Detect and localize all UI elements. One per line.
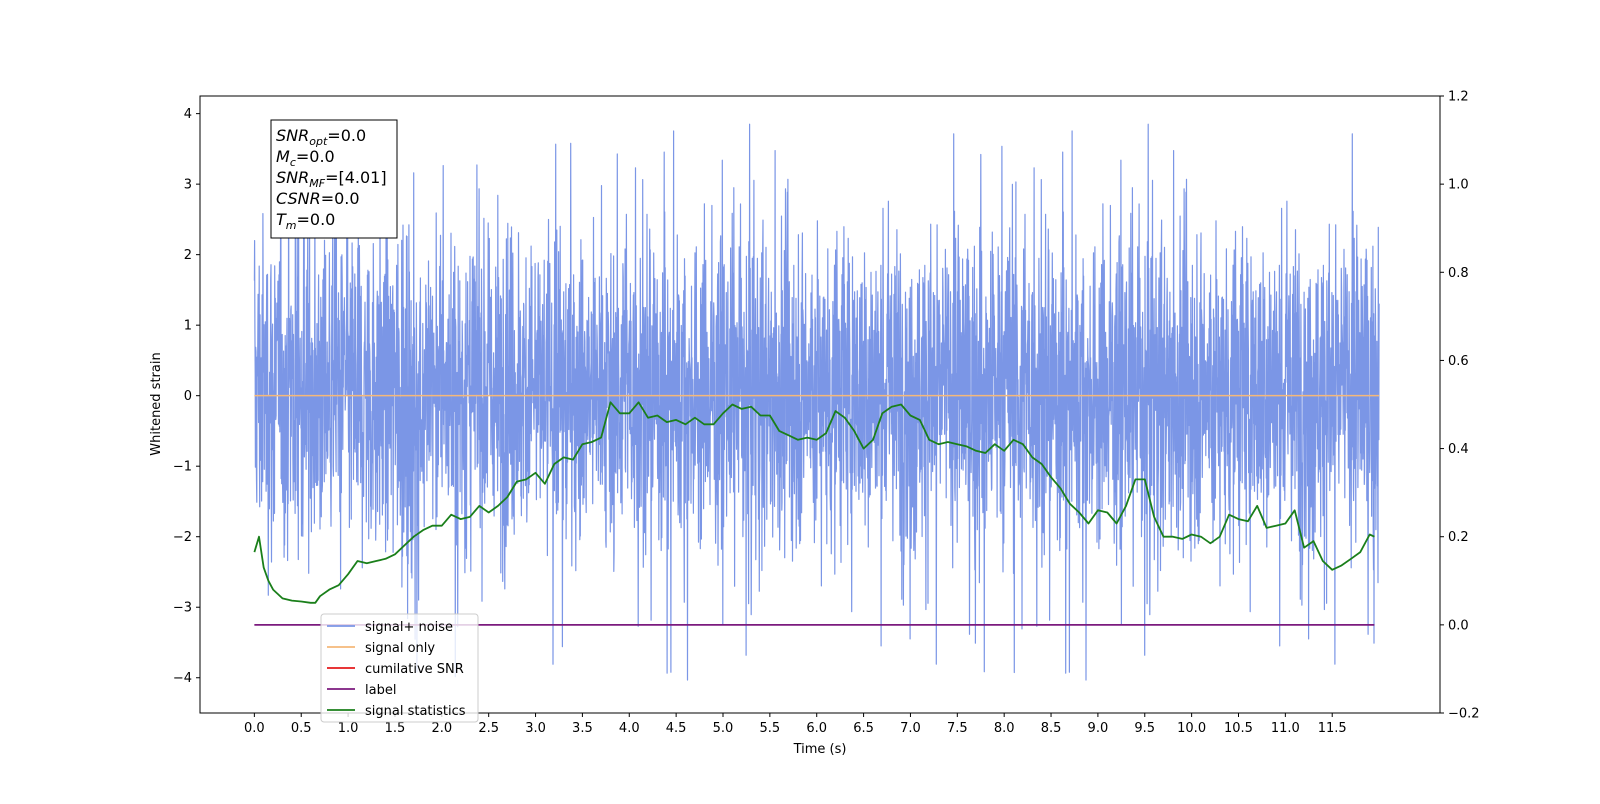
legend-entry: signal+ noise — [327, 620, 453, 635]
legend-label: signal statistics — [365, 704, 466, 719]
y-axis-right: 1.2 1.0 0.8 0.6 0.4 0.2 0.0 −0.2 — [1440, 90, 1480, 722]
y2-tick-label: −0.2 — [1448, 707, 1480, 722]
y2-tick-label: 0.4 — [1448, 442, 1469, 457]
x-axis-label: Time (s) — [793, 742, 847, 757]
legend-entry: label — [327, 683, 396, 698]
x-axis: 0.0 0.5 1.0 1.5 2.0 2.5 3.0 3.5 4.0 4.5 5.0 5.5 6.0 6… — [244, 713, 1347, 736]
y-axis-left: 4 3 2 1 0 −1 −2 −3 −4 — [173, 107, 200, 686]
x-tick-label: 0.5 — [291, 721, 312, 736]
x-tick-label: 2.5 — [478, 721, 499, 736]
y-tick-label: −4 — [173, 671, 192, 686]
x-tick-label: 1.0 — [338, 721, 359, 736]
y-tick-label: −3 — [173, 601, 192, 616]
x-tick-label: 11.5 — [1318, 721, 1347, 736]
x-tick-label: 2.0 — [431, 721, 452, 736]
series-signal-noise — [253, 123, 1380, 681]
y-tick-label: 0 — [184, 389, 192, 404]
x-tick-label: 3.0 — [525, 721, 546, 736]
x-tick-label: 7.5 — [947, 721, 968, 736]
legend-label: cumilative SNR — [365, 662, 464, 677]
legend-label: signal only — [365, 641, 435, 656]
legend-label: label — [365, 683, 396, 698]
y2-tick-label: 0.0 — [1448, 618, 1469, 633]
annotation-line: SNRopt=0.0 — [276, 126, 366, 148]
series-layer — [253, 123, 1380, 681]
legend-entry: signal statistics — [327, 704, 466, 719]
legend-label: signal+ noise — [365, 620, 453, 635]
plot-frame — [199, 95, 1441, 714]
x-tick-label: 5.5 — [760, 721, 781, 736]
x-tick-label: 10.5 — [1224, 721, 1253, 736]
series-signal-statistics — [253, 401, 1375, 604]
annotation-line: SNRMF=[4.01] — [276, 168, 387, 190]
x-tick-label: 4.5 — [666, 721, 687, 736]
y-tick-label: 2 — [184, 248, 192, 263]
annotation-line: Tm=0.0 — [276, 210, 335, 232]
legend-entry: cumilative SNR — [327, 662, 464, 677]
x-tick-label: 9.5 — [1134, 721, 1155, 736]
x-tick-label: 7.0 — [900, 721, 921, 736]
x-tick-label: 9.0 — [1088, 721, 1109, 736]
y2-tick-label: 1.2 — [1448, 90, 1469, 105]
x-tick-label: 3.5 — [572, 721, 593, 736]
y2-tick-label: 1.0 — [1448, 178, 1469, 193]
x-tick-label: 5.0 — [713, 721, 734, 736]
y2-tick-label: 0.6 — [1448, 354, 1469, 369]
x-tick-label: 11.0 — [1271, 721, 1300, 736]
y-tick-label: 3 — [184, 178, 192, 193]
legend-frame — [320, 613, 479, 723]
x-tick-label: 1.5 — [385, 721, 406, 736]
x-tick-label: 6.5 — [853, 721, 874, 736]
x-tick-label: 0.0 — [244, 721, 265, 736]
x-tick-label: 8.0 — [994, 721, 1015, 736]
y2-tick-label: 0.2 — [1448, 530, 1469, 545]
y-axis-label: Whitened strain — [149, 352, 164, 455]
x-tick-label: 8.5 — [1041, 721, 1062, 736]
x-tick-label: 4.0 — [619, 721, 640, 736]
y2-tick-label: 0.8 — [1448, 266, 1469, 281]
annotation-frame — [270, 119, 398, 239]
y-tick-label: 4 — [184, 107, 192, 122]
x-tick-label: 6.0 — [806, 721, 827, 736]
y-tick-label: −1 — [173, 460, 192, 475]
y-tick-label: 1 — [184, 319, 192, 334]
x-tick-label: 10.0 — [1177, 721, 1206, 736]
legend-entry: signal only — [327, 641, 435, 656]
legend: signal+ noise signal only cumilative SNR la… — [320, 613, 479, 723]
annotation-line: Mc=0.0 — [276, 147, 335, 169]
annotation-line: CSNR=0.0 — [276, 189, 360, 208]
y-tick-label: −2 — [173, 530, 192, 545]
